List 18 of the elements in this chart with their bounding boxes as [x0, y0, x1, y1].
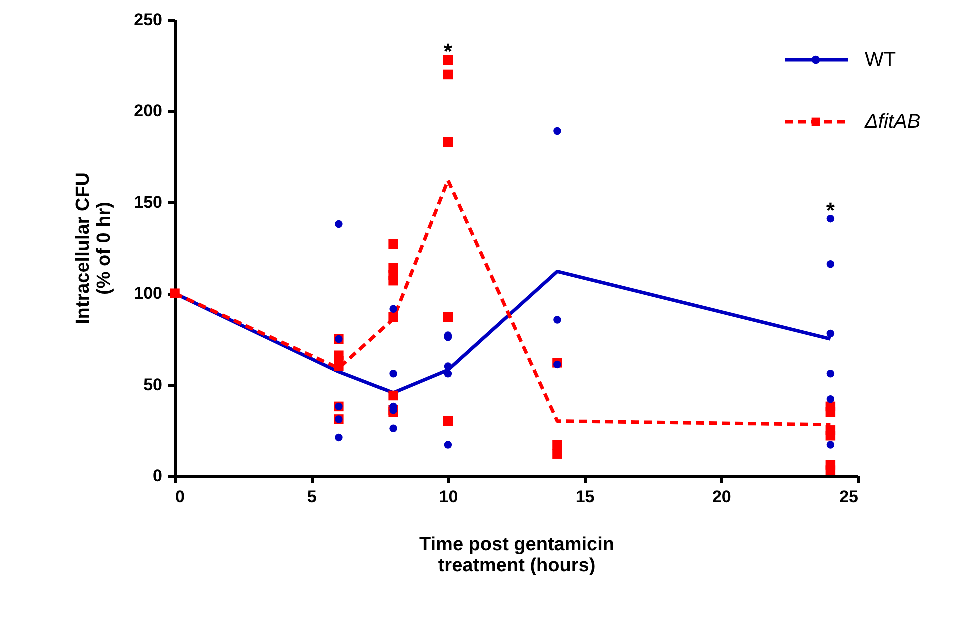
- x-axis-title: Time post gentamicin treatment (hours): [420, 534, 614, 576]
- y-tick-label: 0: [153, 466, 162, 486]
- x-tick-label: 15: [576, 488, 595, 506]
- y-tick-label: 100: [134, 284, 162, 304]
- y-tick-label: 250: [134, 10, 162, 30]
- y-tick-label: 150: [134, 192, 162, 212]
- x-tick-label: 20: [712, 488, 732, 506]
- y-tick-label: 200: [134, 102, 162, 121]
- legend-label: ΔfitAB: [864, 111, 921, 133]
- x-tick-label: 0: [176, 488, 185, 506]
- annotation: *: [444, 39, 453, 64]
- y-axis-title: Intracellular CFU (% of 0 hr): [73, 172, 116, 325]
- x-tick-label: 10: [439, 488, 458, 506]
- y-tick-label: 50: [144, 375, 162, 394]
- x-tick-label: 5: [307, 488, 317, 506]
- legend-label: WT: [865, 49, 896, 71]
- annotation: *: [826, 198, 836, 223]
- x-tick-label: 25: [840, 488, 858, 506]
